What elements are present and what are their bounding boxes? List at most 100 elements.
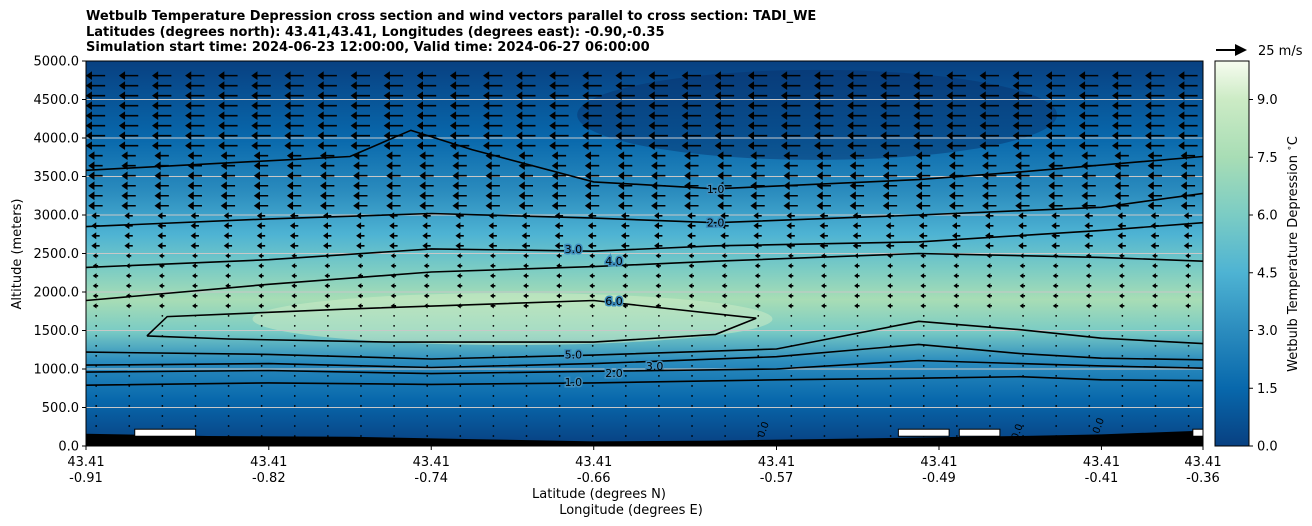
wind-vector xyxy=(754,283,761,289)
wind-vector xyxy=(423,283,430,289)
wind-vector xyxy=(880,91,900,100)
wind-vector xyxy=(125,283,132,289)
wind-vector xyxy=(823,375,826,377)
wind-vector xyxy=(551,171,567,181)
wind-vector xyxy=(194,415,197,417)
wind-vector xyxy=(922,425,925,427)
wind-vector xyxy=(253,151,269,161)
wind-vector xyxy=(326,415,329,417)
wind-vector xyxy=(624,435,627,437)
wind-vector xyxy=(357,273,363,279)
wind-vector xyxy=(887,293,893,299)
wind-vector xyxy=(1081,181,1096,191)
wind-vector xyxy=(622,273,628,279)
wind-vector xyxy=(121,171,136,181)
wind-vector xyxy=(757,435,760,437)
wind-vector xyxy=(289,222,299,230)
wind-vector xyxy=(558,365,561,367)
wind-vector xyxy=(1150,242,1159,250)
wind-vector xyxy=(1147,201,1162,211)
wind-vector xyxy=(393,375,395,377)
wind-vector xyxy=(525,425,528,427)
wind-vector xyxy=(1187,334,1190,337)
wind-vector xyxy=(1088,395,1091,397)
wind-vector xyxy=(426,314,429,317)
wind-vector xyxy=(558,375,561,377)
wind-vector xyxy=(1022,365,1024,367)
wind-vector xyxy=(1018,212,1027,220)
wind-vector xyxy=(386,171,401,181)
wind-vector xyxy=(889,425,892,427)
wind-vector xyxy=(814,111,834,121)
wind-vector xyxy=(847,141,867,151)
contour-label: 0.0 xyxy=(756,420,772,439)
wind-vector xyxy=(128,385,131,387)
wind-vector xyxy=(1045,121,1066,131)
wind-vector xyxy=(1015,171,1030,181)
contour-label: 4.0 xyxy=(605,255,623,268)
contour-label: 6.0 xyxy=(605,295,623,308)
wind-vector xyxy=(951,232,961,240)
wind-vector xyxy=(1045,91,1066,100)
wind-vector xyxy=(319,201,335,211)
wind-vector xyxy=(747,101,768,110)
wind-vector xyxy=(291,253,297,259)
wind-vector xyxy=(390,263,397,269)
wind-vector xyxy=(1078,121,1099,131)
wind-vector xyxy=(790,385,793,387)
wind-vector xyxy=(558,415,561,417)
wind-vector xyxy=(187,181,202,191)
wind-vector xyxy=(284,91,304,100)
wind-vector xyxy=(151,141,172,151)
wind-vector xyxy=(757,365,760,367)
wind-vector xyxy=(1178,131,1198,141)
wind-vector xyxy=(724,385,727,387)
wind-vector xyxy=(1180,171,1196,181)
wind-vector xyxy=(624,395,627,397)
wind-vector xyxy=(452,151,467,161)
wind-vector xyxy=(887,303,893,309)
wind-vector xyxy=(620,222,630,230)
wind-vector xyxy=(658,324,660,327)
wind-vector xyxy=(459,435,462,437)
wind-vector xyxy=(955,365,958,367)
wind-vector xyxy=(1022,324,1024,327)
wind-vector xyxy=(582,121,602,131)
wind-vector xyxy=(350,81,370,90)
wind-vector xyxy=(1045,111,1066,121)
x-tick-label-lon: -0.66 xyxy=(577,471,611,486)
wind-vector xyxy=(88,171,103,181)
wind-vector xyxy=(523,263,529,269)
wind-vector xyxy=(624,385,627,387)
colorbar-label: Wetbulb Temperature Depression ∘C xyxy=(1285,136,1301,372)
wind-vector xyxy=(1121,415,1124,417)
wind-vector xyxy=(161,365,164,367)
x-tick-label-lat: 43.41 xyxy=(1184,455,1221,470)
wind-vector xyxy=(95,334,98,337)
wind-vector xyxy=(185,131,205,141)
wind-vector xyxy=(624,324,627,327)
wind-vector xyxy=(786,222,795,230)
wind-vector xyxy=(847,91,867,100)
wind-vector xyxy=(922,405,925,407)
wind-vector xyxy=(946,111,966,121)
contour-label: 2.0 xyxy=(605,367,623,380)
wind-vector xyxy=(989,355,991,357)
wind-vector xyxy=(1185,283,1191,289)
wind-vector xyxy=(185,81,205,90)
wind-vector xyxy=(880,111,900,121)
wind-vector xyxy=(1178,91,1198,100)
wind-vector xyxy=(787,273,794,279)
wind-vector xyxy=(353,181,368,191)
wind-vector xyxy=(922,375,925,377)
wind-vector xyxy=(423,263,430,269)
wind-vector xyxy=(551,201,567,211)
wind-vector xyxy=(1078,91,1099,100)
wind-vector xyxy=(492,355,495,357)
wind-vector xyxy=(227,415,230,417)
wind-vector xyxy=(624,365,627,367)
wind-vector xyxy=(86,91,106,100)
wind-vector xyxy=(118,71,139,80)
wind-vector xyxy=(589,273,595,279)
wind-vector xyxy=(1084,212,1093,220)
